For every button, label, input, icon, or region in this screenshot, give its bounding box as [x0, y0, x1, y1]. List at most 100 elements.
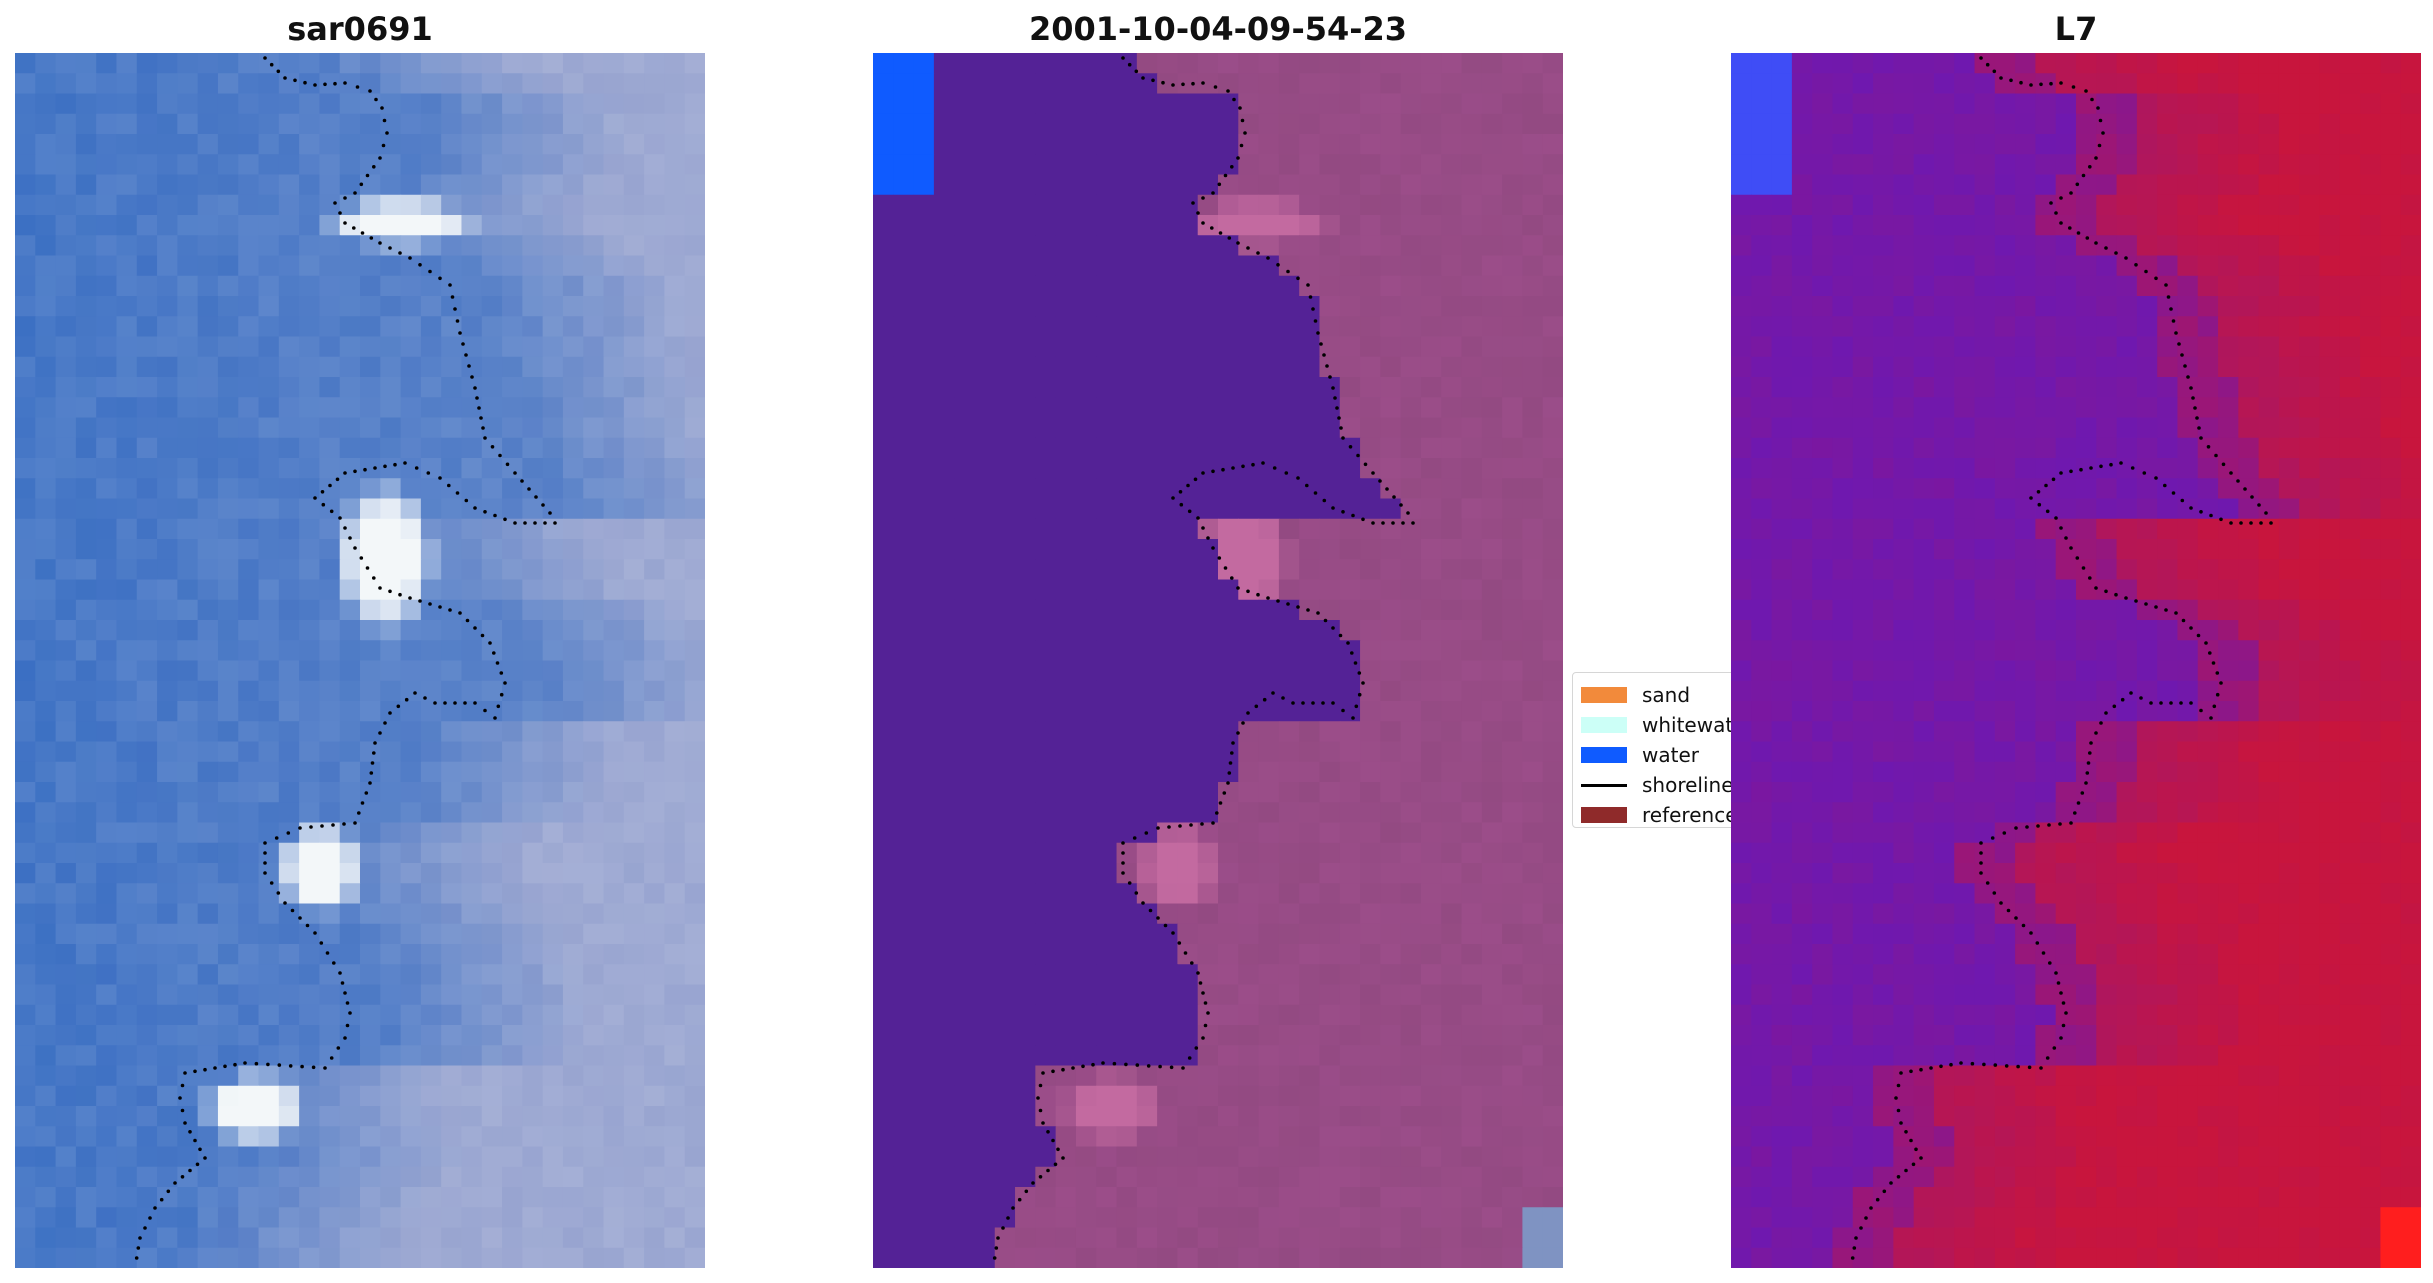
shoreline-point	[1206, 536, 1210, 540]
shoreline-point	[325, 951, 330, 955]
shoreline-point	[364, 791, 369, 795]
raster-pixel	[1731, 93, 1752, 115]
raster-pixel	[1218, 599, 1239, 621]
raster-pixel	[116, 1247, 138, 1268]
raster-pixel	[278, 458, 300, 479]
raster-pixel	[400, 1045, 422, 1067]
raster-pixel	[217, 113, 239, 135]
raster-pixel	[1218, 1146, 1239, 1168]
raster-pixel	[1319, 275, 1341, 297]
raster-pixel	[583, 275, 605, 297]
raster-pixel	[1157, 802, 1179, 824]
raster-pixel	[319, 336, 341, 358]
raster-pixel	[1177, 964, 1199, 986]
raster-pixel	[1502, 275, 1524, 297]
raster-pixel	[893, 559, 915, 581]
raster-pixel	[2015, 316, 2037, 338]
raster-pixel	[913, 1025, 935, 1046]
raster-pixel	[684, 559, 705, 581]
raster-pixel	[1319, 1004, 1341, 1026]
raster-pixel	[2238, 194, 2260, 216]
raster-pixel	[339, 113, 361, 135]
raster-pixel	[461, 1004, 483, 1026]
raster-pixel	[522, 356, 544, 378]
raster-pixel	[380, 660, 402, 682]
shoreline-point	[1211, 546, 1215, 550]
raster-pixel	[583, 134, 605, 155]
raster-pixel	[1035, 53, 1057, 74]
raster-pixel	[319, 741, 341, 763]
raster-pixel	[623, 802, 645, 824]
raster-pixel	[1035, 377, 1057, 398]
shoreline-point	[1361, 681, 1365, 685]
raster-pixel	[1096, 296, 1118, 317]
raster-pixel	[339, 923, 361, 945]
raster-pixel	[481, 478, 503, 500]
raster-pixel	[1360, 761, 1381, 783]
raster-pixel	[1015, 296, 1036, 317]
raster-pixel	[2197, 275, 2219, 297]
raster-pixel	[15, 417, 36, 439]
raster-pixel	[319, 174, 341, 196]
raster-pixel	[15, 235, 36, 257]
raster-pixel	[15, 822, 36, 844]
raster-pixel	[1522, 1085, 1544, 1107]
raster-pixel	[583, 1085, 605, 1107]
raster-pixel	[1380, 437, 1402, 459]
raster-pixel	[15, 1045, 36, 1067]
raster-pixel	[258, 53, 280, 74]
raster-pixel	[278, 1106, 300, 1127]
raster-pixel	[461, 417, 483, 439]
shoreline-point	[483, 708, 487, 713]
raster-pixel	[1502, 377, 1524, 398]
raster-pixel	[1197, 539, 1219, 560]
raster-pixel	[1116, 1227, 1138, 1249]
raster-pixel	[177, 1106, 199, 1127]
shoreline-point	[1322, 498, 1327, 503]
raster-pixel	[562, 559, 584, 581]
raster-pixel	[420, 275, 442, 297]
raster-pixel	[217, 1004, 239, 1026]
raster-pixel	[1278, 1004, 1300, 1026]
raster-pixel	[319, 1207, 341, 1229]
raster-pixel	[1157, 1045, 1179, 1067]
shoreline-point	[298, 916, 302, 920]
raster-pixel	[177, 822, 199, 844]
raster-pixel	[1360, 1207, 1381, 1229]
raster-pixel	[954, 275, 976, 297]
raster-pixel	[299, 579, 321, 601]
shoreline-point	[404, 697, 409, 702]
raster-pixel	[644, 1146, 666, 1168]
raster-pixel	[157, 559, 178, 581]
raster-pixel	[1197, 174, 1219, 196]
raster-pixel	[1157, 680, 1179, 702]
raster-pixel	[974, 1085, 996, 1107]
raster-pixel	[75, 437, 97, 459]
raster-pixel	[1461, 356, 1483, 378]
raster-pixel	[1319, 1025, 1341, 1046]
raster-pixel	[1542, 964, 1563, 986]
raster-pixel	[1015, 73, 1036, 95]
raster-pixel	[177, 498, 199, 520]
raster-pixel	[542, 93, 564, 115]
raster-pixel	[299, 174, 321, 196]
raster-pixel	[1441, 559, 1463, 581]
raster-pixel	[994, 1187, 1016, 1208]
raster-pixel	[75, 275, 97, 297]
raster-pixel	[2116, 255, 2138, 277]
raster-pixel	[441, 1146, 463, 1168]
shoreline-point	[488, 641, 492, 645]
shoreline-point	[453, 701, 457, 705]
raster-pixel	[1420, 1166, 1442, 1188]
raster-pixel	[116, 620, 138, 641]
raster-pixel	[116, 316, 138, 338]
raster-pixel	[583, 356, 605, 378]
raster-pixel	[1157, 559, 1179, 581]
shoreline-point	[203, 1067, 207, 1072]
raster-pixel	[1116, 680, 1138, 702]
raster-pixel	[177, 1166, 199, 1188]
shoreline-point	[355, 85, 360, 89]
raster-pixel	[913, 1126, 935, 1148]
raster-pixel	[1974, 275, 1996, 297]
raster-pixel	[157, 1126, 178, 1148]
